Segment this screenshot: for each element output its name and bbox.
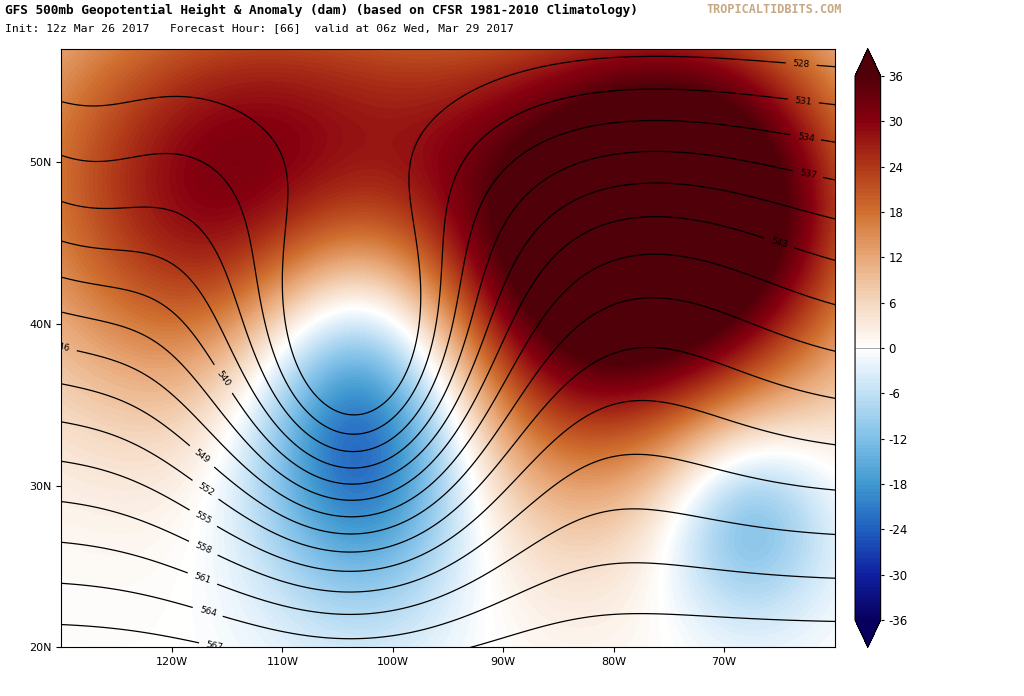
Text: 528: 528 bbox=[793, 59, 810, 69]
Text: 549: 549 bbox=[193, 448, 212, 465]
Text: 546: 546 bbox=[52, 341, 71, 354]
Text: 543: 543 bbox=[770, 236, 788, 250]
Text: 552: 552 bbox=[196, 482, 215, 498]
Text: 555: 555 bbox=[194, 510, 213, 526]
Text: 537: 537 bbox=[799, 168, 817, 180]
Text: 531: 531 bbox=[795, 95, 812, 106]
PathPatch shape bbox=[855, 620, 881, 647]
Text: TROPICALTIDBITS.COM: TROPICALTIDBITS.COM bbox=[707, 3, 842, 17]
Text: GFS 500mb Geopotential Height & Anomaly (dam) (based on CFSR 1981-2010 Climatolo: GFS 500mb Geopotential Height & Anomaly … bbox=[5, 3, 638, 17]
Text: 570: 570 bbox=[715, 658, 732, 667]
Text: Init: 12z Mar 26 2017   Forecast Hour: [66]  valid at 06z Wed, Mar 29 2017: Init: 12z Mar 26 2017 Forecast Hour: [66… bbox=[5, 23, 514, 33]
Text: 534: 534 bbox=[797, 132, 815, 143]
PathPatch shape bbox=[855, 49, 881, 76]
Text: 540: 540 bbox=[215, 370, 231, 388]
Text: 567: 567 bbox=[205, 640, 223, 652]
Text: 561: 561 bbox=[193, 571, 212, 585]
Text: 558: 558 bbox=[194, 541, 213, 556]
Text: 564: 564 bbox=[199, 606, 217, 619]
